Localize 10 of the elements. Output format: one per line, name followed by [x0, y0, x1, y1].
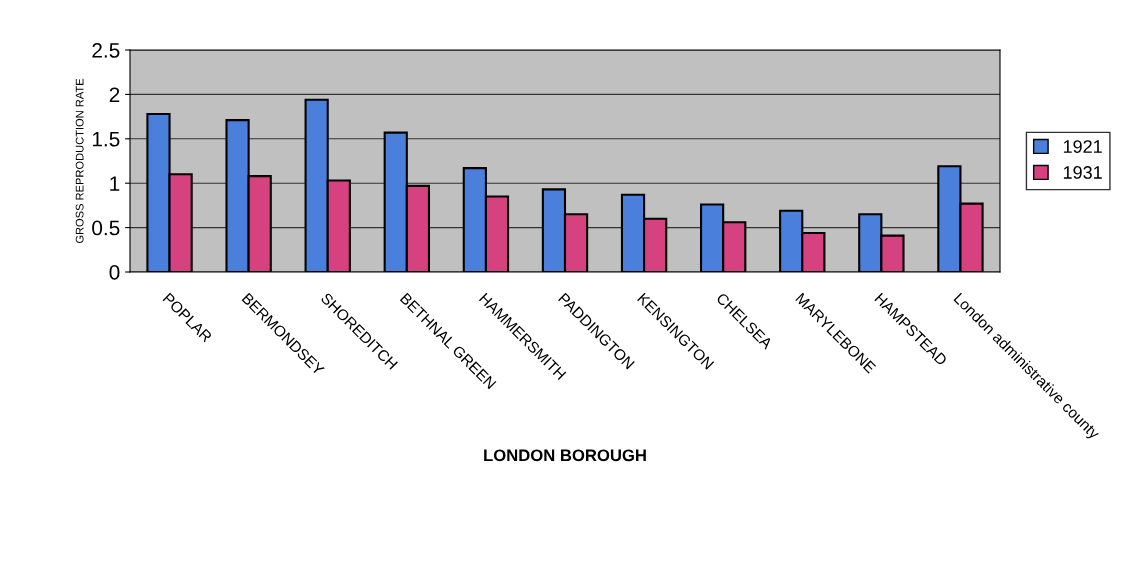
y-tick-label: 1: [110, 176, 120, 191]
y-tick-label: 1.5: [92, 132, 120, 147]
legend-label: 1931: [1063, 166, 1102, 179]
legend-label: 1921: [1063, 140, 1102, 153]
y-axis-title: GROSS REPRODUCTION RATE: [75, 78, 84, 244]
y-tick-label: 0.5: [92, 220, 120, 236]
y-tick-label: 2.5: [92, 43, 120, 58]
y-tick-label: 2: [109, 87, 120, 102]
y-tick-label: 0: [109, 265, 120, 280]
x-axis-title: LONDON BOROUGH: [484, 449, 646, 462]
